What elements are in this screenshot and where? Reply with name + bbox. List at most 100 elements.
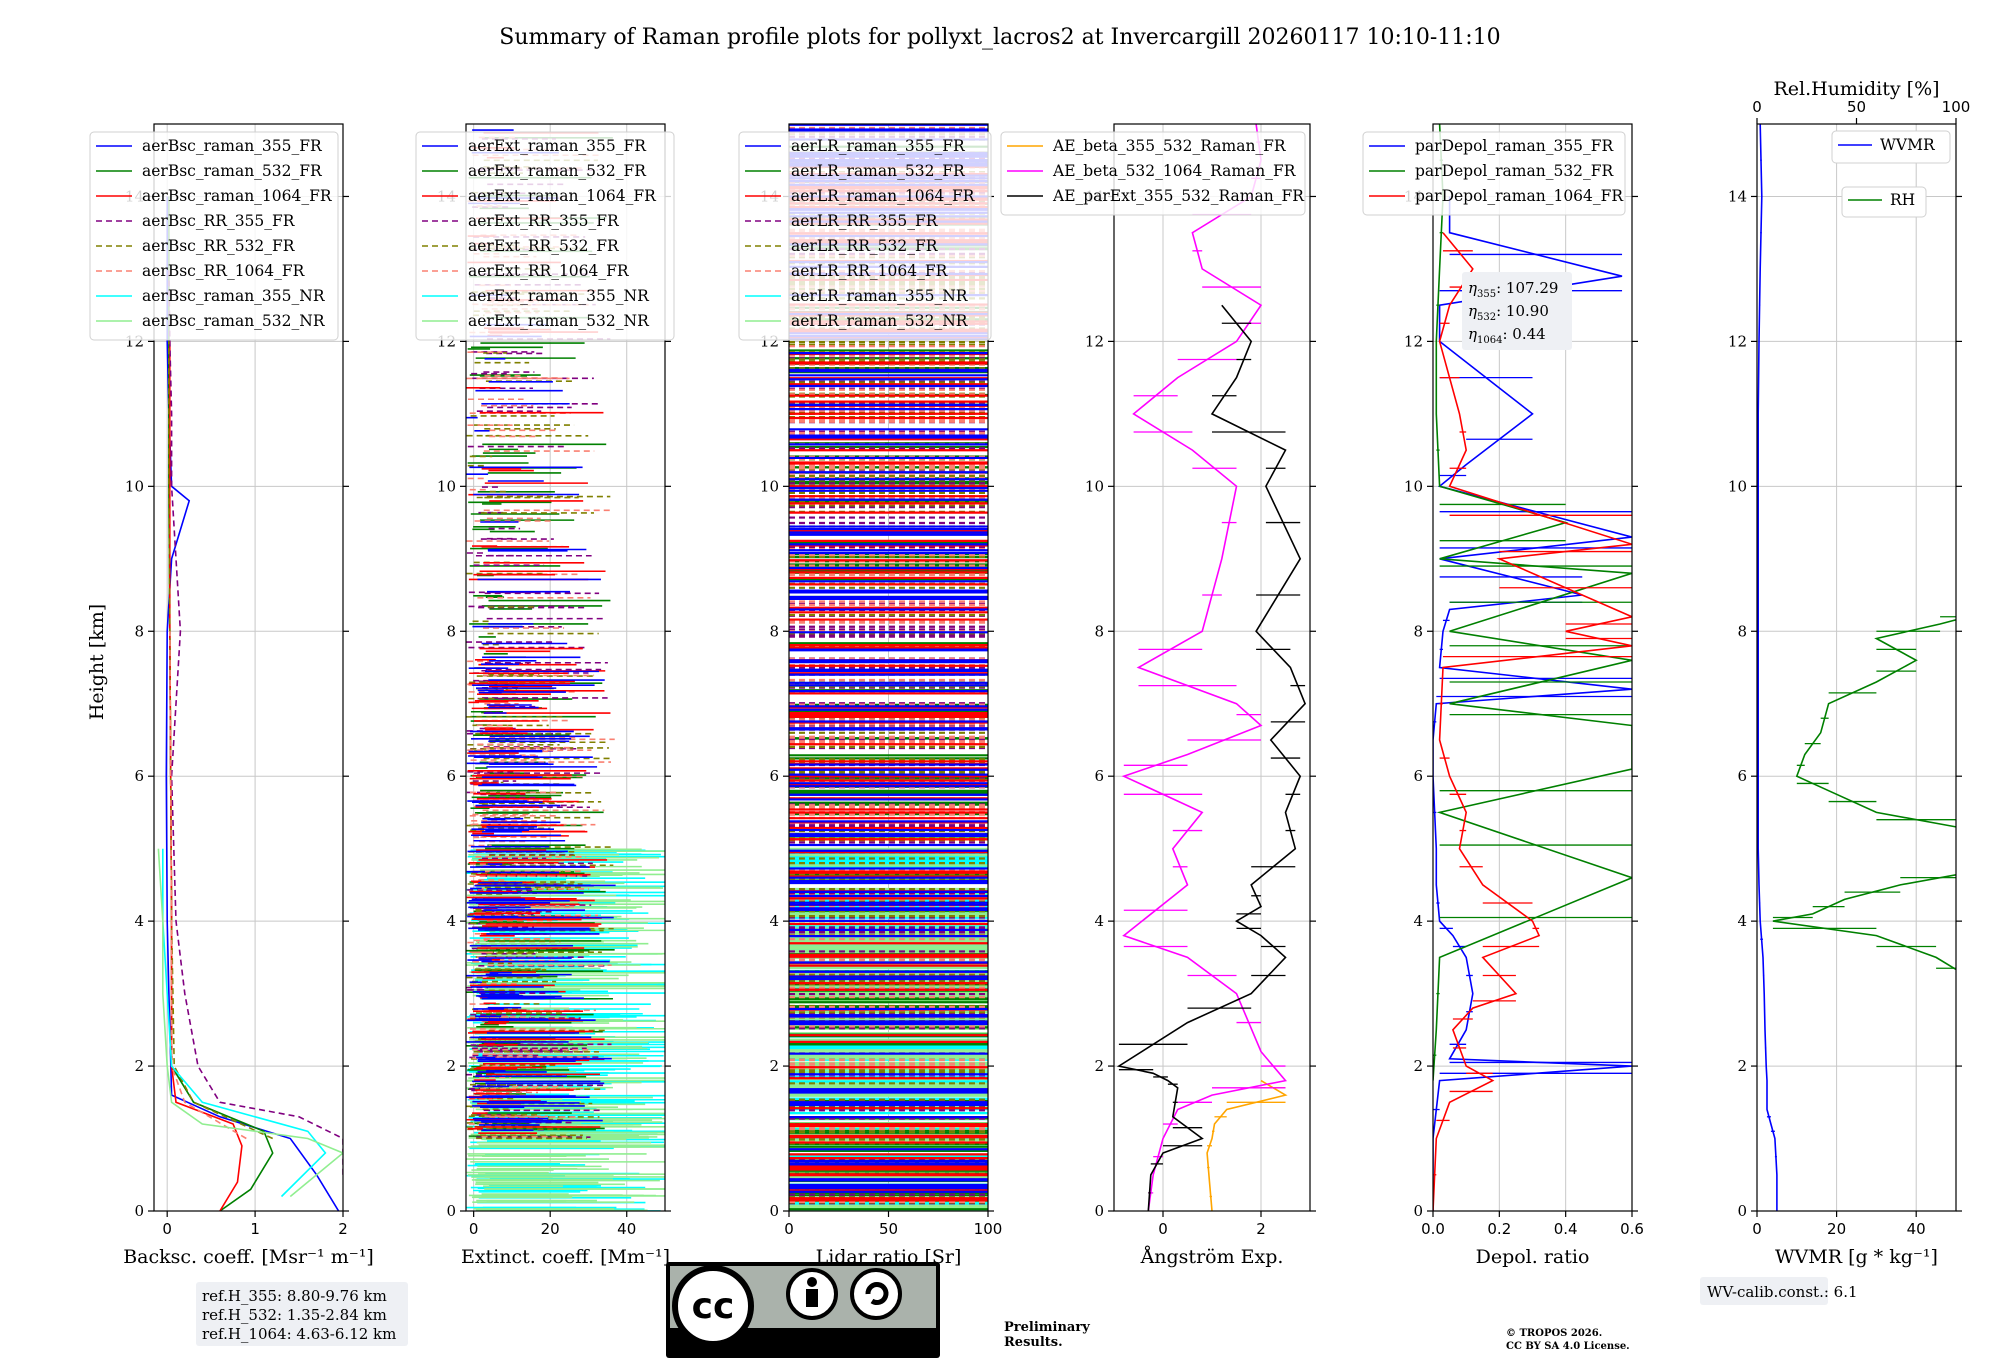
y-tick-label: 8: [134, 622, 144, 640]
y-tick-label: 12: [1404, 332, 1423, 350]
y-tick-label: 2: [134, 1057, 144, 1075]
refH-355: ref.H_355: 8.80-9.76 km: [202, 1287, 387, 1305]
legend-entry: aerLR_raman_532_FR: [791, 162, 966, 180]
legend-entry: aerExt_RR_355_FR: [468, 212, 620, 230]
x-tick-label: 1: [250, 1220, 260, 1238]
legend-entry: aerLR_raman_355_FR: [791, 137, 966, 155]
x-tick-label: 0: [469, 1220, 479, 1238]
x-tick-label: 0.4: [1554, 1220, 1578, 1238]
series-parDepol_raman_1064_FR: [1433, 232, 1632, 1211]
plot-area: [789, 124, 988, 1211]
sa-share-alike-icon: [850, 1268, 902, 1320]
legend-entry: aerBsc_raman_532_FR: [142, 162, 323, 180]
legend-entry: RH: [1890, 191, 1915, 209]
x-tick-label: 100: [974, 1220, 1003, 1238]
series-AE_beta_532_1064_Raman_FR: [1121, 124, 1287, 1211]
y-tick-label: 0: [1737, 1202, 1747, 1220]
x-top-tick-label: 100: [1942, 98, 1971, 116]
plot-area: [1757, 124, 1956, 1211]
eta-532: η532: 10.90: [1468, 302, 1549, 323]
x-tick-label: 0.6: [1620, 1220, 1644, 1238]
series-aerBsc_RR_1064_FR: [169, 631, 247, 1140]
y-tick-label: 8: [769, 622, 779, 640]
x-tick-label: 0: [1158, 1220, 1168, 1238]
y-tick-label: 2: [769, 1057, 779, 1075]
legend-entry: parDepol_raman_532_FR: [1415, 162, 1615, 180]
axes-frame: [1756, 123, 1957, 1212]
x-axis-label: Ångström Exp.: [1140, 1246, 1284, 1268]
x-axis-label: Depol. ratio: [1476, 1246, 1590, 1268]
y-axis-label: Height [km]: [86, 604, 108, 720]
legend-entry: AE_beta_355_532_Raman_FR: [1052, 137, 1287, 155]
legend-entry: aerLR_raman_1064_FR: [791, 187, 976, 205]
x-tick-label: 40: [617, 1220, 636, 1238]
legend-entry: aerBsc_RR_1064_FR: [142, 262, 306, 280]
preliminary-results: Preliminary Results.: [1004, 1320, 1090, 1350]
figure-title: Summary of Raman profile plots for polly…: [499, 25, 1500, 50]
y-tick-label: 0: [1413, 1202, 1423, 1220]
x-tick-label: 0: [1752, 1220, 1762, 1238]
cc-license-logo: cc BY SA: [666, 1262, 940, 1358]
series-aerBsc_raman_355_NR: [162, 848, 327, 1198]
wv-calibration-box: WV-calib.const.: 6.1: [1700, 1277, 1858, 1305]
legend-entry: aerBsc_raman_532_NR: [142, 312, 326, 330]
y-tick-label: 8: [446, 622, 456, 640]
x-tick-label: 2: [338, 1220, 348, 1238]
y-tick-label: 10: [1404, 477, 1423, 495]
x-tick-label: 0: [784, 1220, 794, 1238]
legend: aerLR_raman_355_FR aerLR_raman_532_FR aerL…: [738, 131, 992, 341]
legend: parDepol_raman_355_FR parDepol_raman_532_…: [1362, 131, 1626, 216]
axes-frame: [465, 123, 666, 1212]
legend-entry: aerBsc_raman_355_FR: [142, 137, 323, 155]
y-tick-label: 12: [1728, 332, 1747, 350]
series-aerBsc_raman_532_FR: [168, 196, 274, 1211]
panel-4: 0246810121402Ångström Exp.AE_beta_355_53…: [1000, 123, 1316, 1268]
y-tick-label: 6: [769, 767, 779, 785]
series-aerBsc_raman_532_NR: [157, 848, 343, 1198]
axes-frame: [1113, 123, 1311, 1212]
legend-entry: parDepol_raman_1064_FR: [1415, 187, 1624, 205]
legend-entry: aerExt_raman_532_FR: [468, 162, 647, 180]
legend: aerBsc_raman_355_FR aerBsc_raman_532_FRae…: [89, 131, 339, 341]
y-tick-label: 10: [760, 477, 779, 495]
y-tick-label: 2: [446, 1057, 456, 1075]
x-axis-label: Extinct. coeff. [Mm⁻¹]: [461, 1246, 670, 1268]
y-tick-label: 10: [125, 477, 144, 495]
y-tick-label: 6: [134, 767, 144, 785]
legend-entry: WVMR: [1880, 136, 1936, 154]
y-tick-label: 10: [1085, 477, 1104, 495]
y-tick-label: 0: [769, 1202, 779, 1220]
series-aerBsc_RR_532_FR: [168, 341, 274, 1140]
y-tick-label: 4: [1094, 912, 1104, 930]
series-aerBsc_raman_355_FR: [165, 196, 340, 1211]
x-tick-label: 20: [541, 1220, 560, 1238]
y-tick-label: 0: [446, 1202, 456, 1220]
panel-1: 02468101214012Backsc. coeff. [Msr⁻¹ m⁻¹]…: [89, 123, 374, 1268]
y-tick-label: 8: [1413, 622, 1423, 640]
legend-entry: aerBsc_RR_532_FR: [142, 237, 296, 255]
y-tick-label: 12: [1085, 332, 1104, 350]
legend-entry: aerExt_raman_355_FR: [468, 137, 647, 155]
legend-entry: aerExt_raman_532_NR: [468, 312, 650, 330]
y-tick-label: 14: [1728, 187, 1747, 205]
series-parDepol_raman_532_FR: [1433, 124, 1632, 1081]
legend-entry: aerLR_raman_355_NR: [791, 287, 969, 305]
y-tick-label: 8: [1094, 622, 1104, 640]
y-tick-label: 4: [769, 912, 779, 930]
legend-entry: aerLR_RR_355_FR: [791, 212, 939, 230]
series-aerBsc_RR_355_FR: [168, 268, 343, 1175]
y-tick-label: 6: [446, 767, 456, 785]
y-tick-label: 10: [437, 477, 456, 495]
reference-height-box: ref.H_355: 8.80-9.76 km ref.H_532: 1.35-…: [196, 1282, 408, 1346]
sa-label: SA: [858, 1334, 887, 1356]
legend-entry: aerLR_RR_1064_FR: [791, 262, 949, 280]
legend: WVMR RH: [1831, 130, 1951, 218]
y-tick-label: 2: [1094, 1057, 1104, 1075]
by-label: BY: [796, 1334, 823, 1356]
legend-entry: aerExt_RR_1064_FR: [468, 262, 630, 280]
plot-area: [157, 196, 343, 1211]
legend: aerExt_raman_355_FR aerExt_raman_532_FRae…: [415, 131, 675, 341]
